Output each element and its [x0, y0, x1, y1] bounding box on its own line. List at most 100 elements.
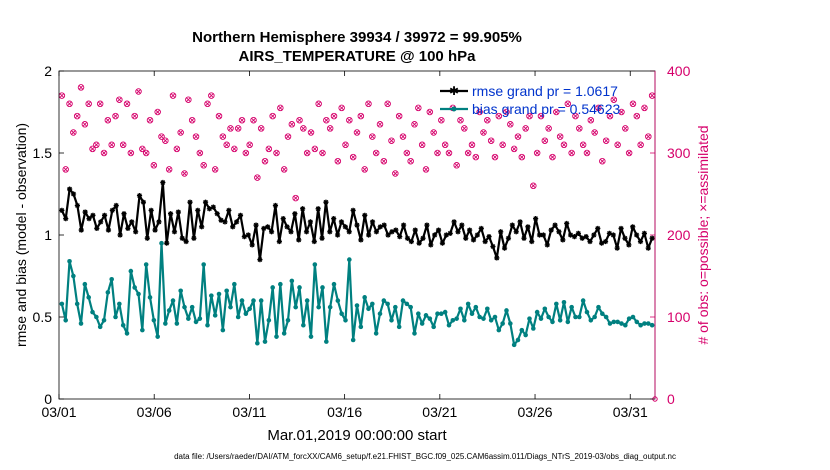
bias-point [534, 309, 540, 315]
obs-possible-point [576, 125, 583, 132]
bias-point [159, 240, 164, 246]
rmse-point [599, 240, 605, 246]
obs-possible-point [484, 116, 491, 124]
obs-assimilated-point [638, 142, 643, 148]
obs-possible-point [227, 125, 234, 132]
rmse-point [117, 232, 123, 238]
obs-assimilated-point [381, 158, 387, 164]
obs-assimilated-point [557, 134, 563, 139]
obs-possible-point [70, 129, 77, 136]
rmse-point [323, 199, 329, 205]
obs-possible-point [510, 145, 518, 153]
bias-point [565, 319, 571, 325]
obs-assimilated-point [565, 101, 571, 107]
obs-possible-point [545, 125, 552, 132]
obs-assimilated-point [343, 142, 348, 148]
obs-assimilated-point [71, 130, 76, 135]
obs-assimilated-point [285, 134, 291, 139]
obs-possible-point [127, 149, 135, 157]
bias-point [174, 321, 180, 326]
bias-point [74, 301, 80, 307]
bias-point [377, 311, 383, 317]
rmse-point [412, 227, 418, 233]
obs-possible-point [181, 170, 188, 177]
obs-possible-point [85, 100, 92, 108]
obs-possible-point [530, 182, 537, 190]
bias-point [285, 317, 291, 323]
obs-possible-point [234, 125, 242, 132]
obs-possible-point [173, 145, 181, 153]
rmse-point [268, 229, 275, 235]
obs-assimilated-point [615, 142, 620, 148]
rmse-point [214, 211, 220, 217]
bias-point [439, 311, 444, 317]
obs-possible-point [415, 104, 422, 112]
obs-possible-point [196, 149, 204, 157]
rmse-point [288, 229, 294, 235]
rmse-point [70, 191, 77, 197]
rmse-point [82, 209, 88, 215]
obs-assimilated-point [439, 117, 444, 123]
obs-assimilated-point [561, 142, 567, 148]
rmse-point [179, 235, 185, 241]
rmse-point [447, 230, 453, 236]
obs-assimilated-point [97, 101, 103, 107]
bias-point [389, 317, 394, 323]
obs-assimilated-point [335, 158, 341, 164]
obs-possible-point [537, 112, 545, 120]
obs-possible-point [246, 141, 253, 149]
obs-assimilated-point [442, 142, 448, 148]
obs-assimilated-point [212, 167, 218, 172]
rmse-point [354, 222, 360, 228]
rmse-point [591, 232, 597, 238]
bias-point [281, 331, 287, 336]
obs-assimilated-point [408, 158, 413, 164]
rmse-point [90, 212, 96, 218]
obs-assimilated-point [462, 126, 467, 131]
obs-possible-point [219, 133, 227, 140]
obs-assimilated-point [596, 105, 601, 111]
obs-possible-point [277, 104, 284, 112]
rmse-point [428, 242, 434, 248]
bias-point [615, 319, 620, 325]
rmse-point [583, 234, 589, 240]
obs-possible-point [307, 129, 315, 136]
obs-possible-point [369, 133, 376, 140]
obs-assimilated-point [128, 150, 134, 156]
obs-possible-point [602, 137, 610, 144]
rmse-point [521, 235, 527, 241]
obs-possible-point [514, 133, 522, 140]
obs-assimilated-point [550, 154, 555, 160]
rmse-point [315, 206, 321, 212]
obs-assimilated-point [511, 146, 517, 152]
obs-possible-point [357, 112, 365, 120]
bias-point [67, 258, 72, 264]
rmse-point [331, 216, 337, 222]
y-axis-label: rmse and bias (model - observation) [13, 123, 29, 347]
bias-point [381, 298, 387, 303]
obs-assimilated-point [143, 150, 149, 156]
y-tick-label: 2 [44, 63, 52, 79]
obs-assimilated-point [435, 150, 440, 156]
obs-possible-point [326, 125, 334, 132]
bias-point [209, 293, 214, 298]
obs-assimilated-point [308, 130, 314, 135]
obs-possible-point [461, 125, 468, 132]
bias-point [128, 268, 134, 274]
rmse-point [175, 209, 181, 215]
rmse-point [171, 229, 178, 235]
obs-possible-point [254, 174, 261, 181]
obs-assimilated-point [304, 150, 310, 156]
bias-point [327, 304, 333, 310]
rmse-point [261, 225, 267, 232]
obs-assimilated-point [607, 113, 613, 119]
obs-possible-point [614, 141, 621, 149]
bias-point [255, 340, 260, 346]
rmse-point [490, 243, 496, 250]
obs-assimilated-point [519, 154, 525, 160]
rmse-point [307, 219, 313, 225]
rmse-point [513, 229, 519, 235]
rmse-point [276, 238, 282, 245]
bias-point [496, 327, 502, 333]
obs-assimilated-point [553, 109, 559, 115]
